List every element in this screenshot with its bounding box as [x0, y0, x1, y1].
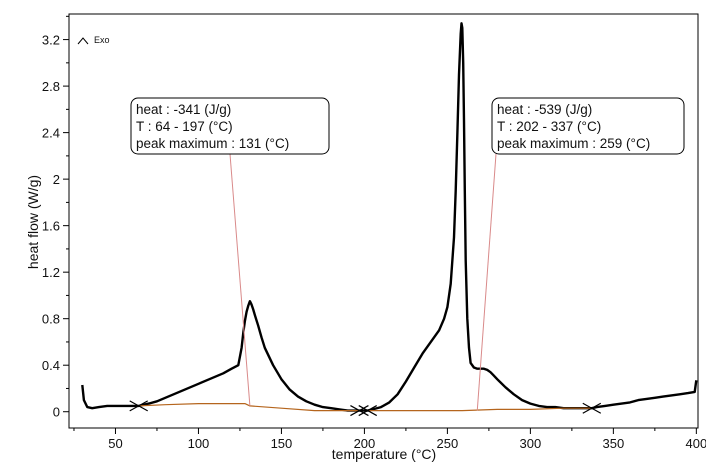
annotation-line: peak maximum : 259 (°C) — [497, 136, 650, 151]
x-tick-label: 250 — [437, 436, 459, 451]
y-tick-label: 2.4 — [42, 126, 60, 141]
y-axis-title: heat flow (W/g) — [25, 175, 41, 269]
y-tick-label: 0.4 — [42, 358, 60, 373]
annotation-line: heat : -539 (J/g) — [497, 102, 592, 117]
heat-flow-curve — [81, 22, 698, 412]
annotation-line: T : 64 - 197 (°C) — [136, 119, 233, 134]
limit-marker — [350, 405, 369, 417]
x-tick-label: 350 — [603, 436, 625, 451]
y-tick-label: 1.6 — [42, 219, 60, 234]
y-tick-label: 2.8 — [42, 79, 60, 94]
x-tick-label: 300 — [520, 436, 542, 451]
y-tick-label: 1.2 — [42, 265, 60, 280]
exo-arrow-icon — [77, 37, 89, 45]
series-layer — [81, 22, 698, 412]
exo-indicator: Exo — [77, 35, 110, 45]
annotation-leader-line — [229, 153, 251, 406]
annotation-layer: heat : -341 (J/g) T : 64 - 197 (°C) peak m… — [130, 97, 685, 411]
limit-marker — [582, 402, 602, 414]
exo-label: Exo — [94, 35, 110, 45]
x-tick-label: 150 — [271, 436, 293, 451]
annotation-line: T : 202 - 337 (°C) — [497, 119, 601, 134]
baseline-curve — [367, 407, 592, 412]
annotation-leader-line — [476, 153, 497, 411]
limit-marker — [129, 400, 148, 412]
limit-marker — [358, 405, 378, 417]
annotation-box — [491, 97, 685, 155]
x-axis: 50 100 150 200 250 300 350 400 — [73, 428, 706, 451]
y-tick-label: 3.2 — [42, 33, 60, 48]
x-axis-title: temperature (°C) — [332, 446, 436, 462]
y-tick-label: 0 — [53, 405, 60, 420]
y-tick-label: 0.8 — [42, 312, 60, 327]
x-tick-label: 100 — [188, 436, 210, 451]
y-axis: 0 0.4 0.8 1.2 1.6 2 2.4 2.8 3.2 — [42, 15, 69, 420]
annotation-line: peak maximum : 131 (°C) — [136, 136, 289, 151]
x-tick-label: 400 — [685, 436, 706, 451]
integration-markers — [129, 400, 602, 417]
annotation-line: heat : -341 (J/g) — [136, 102, 231, 117]
plot-frame — [68, 13, 699, 429]
x-tick-label: 50 — [108, 436, 122, 451]
y-tick-label: 2 — [53, 172, 60, 187]
annotation-box — [130, 97, 330, 155]
x-tick-label: 200 — [354, 436, 376, 451]
baseline-curve — [138, 403, 360, 412]
